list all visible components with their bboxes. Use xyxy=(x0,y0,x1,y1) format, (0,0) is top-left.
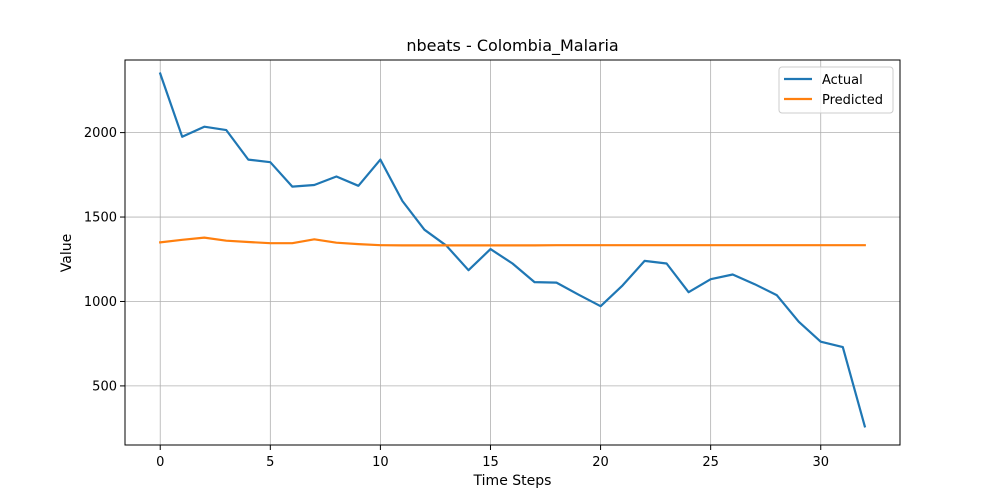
x-tick-label: 30 xyxy=(812,455,829,470)
x-axis-label: Time Steps xyxy=(473,473,552,489)
legend: Actual Predicted xyxy=(778,66,894,114)
axis-ticks: 0 5 10 15 20 25 30 500 1000 1500 2000 xyxy=(84,126,829,470)
legend-label: Actual xyxy=(822,73,863,88)
y-tick-label: 1000 xyxy=(84,295,117,310)
x-tick-label: 15 xyxy=(482,455,499,470)
series-line-predicted xyxy=(158,236,866,247)
x-tick-label: 0 xyxy=(156,455,164,470)
y-tick-label: 2000 xyxy=(84,126,117,141)
x-tick-label: 10 xyxy=(372,455,389,470)
y-axis-label: Value xyxy=(59,234,75,272)
x-tick-label: 20 xyxy=(592,455,609,470)
y-tick-label: 500 xyxy=(92,379,117,394)
series-line-actual xyxy=(158,72,867,428)
plot-frame xyxy=(124,59,901,446)
grid xyxy=(125,60,900,445)
chart-title: nbeats - Colombia_Malaria xyxy=(406,36,618,56)
legend-label: Predicted xyxy=(822,93,883,108)
y-tick-label: 1500 xyxy=(84,211,117,226)
series-layer xyxy=(158,72,867,428)
x-tick-label: 25 xyxy=(702,455,719,470)
x-tick-label: 5 xyxy=(266,455,274,470)
